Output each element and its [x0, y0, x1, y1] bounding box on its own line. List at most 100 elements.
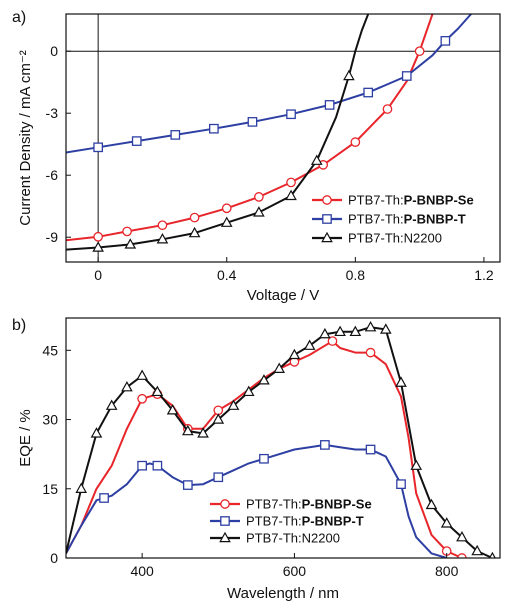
data-point-ptb7-th-p-bnbp-t-8	[401, 71, 412, 81]
data-point-ptb7-th-n2200-3	[188, 226, 201, 238]
legend-swatch-marker	[220, 499, 230, 509]
series-line-ptb7-th-p-bnbp-se	[66, 14, 434, 242]
data-point-ptb7-th-n2200-24	[440, 517, 453, 528]
data-point-ptb7-th-p-bnbp-t-2	[152, 460, 163, 471]
data-point-ptb7-th-n2200-4	[220, 216, 233, 227]
data-point-ptb7-th-n2200-6	[166, 404, 179, 415]
data-point-ptb7-th-p-bnbp-se-0	[93, 231, 103, 242]
data-point-ptb7-th-p-bnbp-se-0	[137, 393, 147, 404]
legend-label-plain: PTB7-Th:N2200	[348, 231, 442, 246]
series-line-ptb7-th-p-bnbp-t	[66, 443, 447, 558]
data-point-ptb7-th-n2200-26	[471, 544, 483, 556]
legend-label-bold: P-BNBP-T	[302, 514, 364, 529]
data-point-ptb7-th-p-bnbp-t-5	[286, 109, 296, 120]
series-line-ptb7-th-n2200	[66, 14, 370, 251]
x-tick-label-b: 600	[283, 563, 307, 579]
y-tick-label-a: 0	[50, 43, 58, 59]
plot-area-a	[66, 14, 472, 252]
data-point-ptb7-th-p-bnbp-se-10	[414, 46, 425, 57]
data-point-ptb7-th-n2200-20	[379, 323, 392, 334]
data-point-ptb7-th-n2200-9	[212, 413, 225, 424]
legend-swatch-marker	[321, 231, 333, 243]
data-point-ptb7-th-n2200-3	[121, 380, 133, 392]
data-point-ptb7-th-p-bnbp-t-7	[363, 87, 374, 98]
series-line-ptb7-th-p-bnbp-t	[66, 14, 472, 154]
data-point-ptb7-th-p-bnbp-t-6	[320, 440, 330, 450]
data-point-ptb7-th-n2200-0	[75, 482, 88, 493]
data-point-ptb7-th-n2200-16	[319, 327, 331, 339]
plot-frame-a	[65, 13, 501, 263]
y-axis-title-b: EQE / %	[17, 409, 34, 467]
data-point-ptb7-th-n2200-12	[258, 374, 270, 385]
legend-label: PTB7-Th:N2200	[246, 531, 340, 546]
data-point-ptb7-th-p-bnbp-t-4	[213, 472, 224, 483]
data-point-ptb7-th-n2200-22	[410, 459, 423, 470]
data-point-ptb7-th-n2200-5	[253, 206, 265, 217]
data-point-ptb7-th-p-bnbp-t-1	[131, 136, 142, 146]
data-point-ptb7-th-p-bnbp-t-1	[137, 460, 147, 471]
data-point-ptb7-th-n2200-8	[343, 69, 355, 81]
data-point-ptb7-th-n2200-2	[156, 233, 169, 244]
data-point-ptb7-th-p-bnbp-t-3	[182, 480, 193, 490]
data-point-ptb7-th-p-bnbp-t-9	[440, 36, 451, 46]
data-point-ptb7-th-n2200-27	[488, 551, 496, 558]
data-point-ptb7-th-n2200-15	[303, 339, 316, 350]
legend-a: PTB7-Th:P-BNBP-SePTB7-Th:P-BNBP-TPTB7-Th…	[312, 193, 474, 246]
y-tick-label-b: 15	[42, 481, 58, 497]
legend-label-plain: PTB7-Th:N2200	[246, 531, 340, 546]
data-point-ptb7-th-n2200-0	[92, 241, 104, 252]
legend-swatch-marker	[219, 531, 231, 543]
data-point-ptb7-th-p-bnbp-se-4	[221, 203, 232, 214]
data-point-ptb7-th-p-bnbp-t-3	[209, 123, 219, 134]
legend-label-plain: PTB7-Th:	[348, 212, 404, 227]
data-point-ptb7-th-n2200-2	[105, 399, 118, 410]
data-point-ptb7-th-n2200-21	[395, 376, 407, 387]
legend-label: PTB7-Th:N2200	[348, 231, 442, 246]
data-point-ptb7-th-n2200-19	[364, 320, 377, 332]
legend-label: PTB7-Th:P-BNBP-Se	[246, 497, 372, 512]
data-point-ptb7-th-p-bnbp-se-1	[122, 226, 132, 237]
legend-swatch-marker	[322, 195, 332, 205]
data-point-ptb7-th-p-bnbp-t-0	[93, 142, 103, 153]
data-point-ptb7-th-p-bnbp-t-0	[99, 493, 109, 503]
y-tick-label-a: -3	[46, 105, 59, 121]
data-point-ptb7-th-n2200-18	[349, 325, 362, 337]
y-tick-label-b: 0	[50, 550, 58, 566]
data-point-ptb7-th-n2200-7	[182, 424, 194, 436]
legend-swatch-marker	[220, 516, 230, 526]
y-tick-label-b: 45	[42, 342, 58, 358]
legend-label-bold: P-BNBP-Se	[302, 497, 372, 512]
y-tick-label-a: -6	[46, 167, 59, 183]
x-tick-label-a: 0.4	[217, 267, 237, 283]
data-point-ptb7-th-p-bnbp-se-9	[382, 104, 393, 114]
data-point-ptb7-th-n2200-5	[151, 385, 164, 397]
legend-label-bold: P-BNBP-Se	[404, 193, 474, 208]
data-point-ptb7-th-p-bnbp-t-8	[396, 479, 406, 490]
x-axis-title-b: Wavelength / nm	[227, 585, 339, 602]
x-tick-label-a: 0.8	[346, 267, 366, 283]
data-point-ptb7-th-p-bnbp-t-2	[170, 130, 181, 140]
legend-label-plain: PTB7-Th:	[246, 497, 302, 512]
data-point-ptb7-th-n2200-1	[90, 427, 103, 438]
data-point-ptb7-th-n2200-25	[456, 530, 468, 542]
data-point-ptb7-th-p-bnbp-t-7	[365, 444, 376, 455]
legend-label-bold: P-BNBP-T	[404, 212, 466, 227]
plot-frame-b	[65, 317, 501, 559]
data-point-ptb7-th-n2200-4	[136, 369, 148, 380]
data-point-ptb7-th-p-bnbp-se-6	[365, 347, 376, 358]
legend-b: PTB7-Th:P-BNBP-SePTB7-Th:P-BNBP-TPTB7-Th…	[210, 497, 372, 546]
data-point-ptb7-th-n2200-10	[227, 399, 240, 410]
legend-label-plain: PTB7-Th:	[246, 514, 302, 529]
legend-label: PTB7-Th:P-BNBP-T	[348, 212, 466, 227]
data-point-ptb7-th-p-bnbp-se-5	[254, 192, 264, 202]
data-point-ptb7-th-p-bnbp-se-3	[189, 212, 200, 223]
x-tick-label-a: 0	[94, 267, 102, 283]
data-point-ptb7-th-p-bnbp-t-6	[324, 100, 335, 110]
data-point-ptb7-th-n2200-8	[197, 427, 209, 438]
panel-a-jv-curves: a) 0 0.4 0.8 1.2 0 -3 -6 -9 Voltage / V Current De…	[12, 9, 501, 304]
x-tick-label-a: 1.2	[474, 267, 494, 283]
y-tick-label-b: 30	[42, 412, 58, 428]
panel-label-a: a)	[12, 9, 26, 26]
legend-label-plain: PTB7-Th:	[348, 193, 404, 208]
panel-b-eqe-spectra: b) 400 600 800 0 15 30 45 Wavelength / nm EQE / %…	[12, 317, 501, 602]
